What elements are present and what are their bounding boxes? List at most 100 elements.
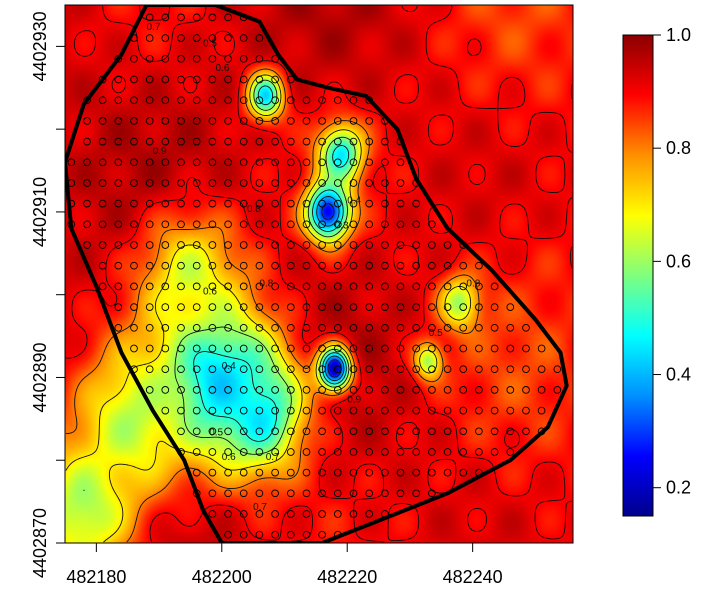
sample-point <box>239 365 248 374</box>
sample-point <box>130 54 138 63</box>
sample-point <box>522 344 530 353</box>
sample-point <box>506 386 515 394</box>
sample-point <box>271 199 279 208</box>
sample-point <box>365 468 374 477</box>
sample-point <box>537 344 546 353</box>
sample-point <box>145 117 154 125</box>
sample-point <box>255 510 264 518</box>
sample-point <box>443 468 452 477</box>
sample-point <box>239 199 248 208</box>
sample-point <box>98 158 107 167</box>
sample-point <box>271 468 279 477</box>
sample-point <box>318 406 326 415</box>
sample-point <box>114 137 123 146</box>
sample-point <box>286 117 295 125</box>
sample-point <box>192 75 201 84</box>
sample-point <box>381 365 389 374</box>
sample-point <box>396 427 405 436</box>
sample-point <box>224 75 232 84</box>
sample-point <box>271 427 279 436</box>
sample-point <box>98 137 107 146</box>
sample-point <box>412 199 421 208</box>
x-tick-label: 482200 <box>192 567 252 587</box>
sample-point <box>114 220 123 229</box>
sample-point <box>83 117 91 125</box>
sample-point <box>506 323 515 332</box>
sample-point <box>286 468 295 477</box>
contour-line <box>193 85 350 442</box>
sample-point <box>224 13 232 22</box>
contour-label: 0.7 <box>266 452 280 463</box>
sample-point <box>381 303 389 311</box>
sample-point <box>412 386 421 394</box>
sample-point <box>349 96 358 105</box>
sample-point <box>239 510 248 518</box>
sample-point <box>161 365 170 374</box>
sample-point <box>161 386 170 394</box>
sample-point <box>192 199 201 208</box>
sample-point <box>98 75 107 84</box>
sample-point <box>177 158 185 167</box>
sample-point <box>192 137 201 146</box>
sample-point <box>318 448 326 456</box>
sample-point <box>318 261 326 270</box>
sample-point <box>83 137 91 146</box>
sample-point <box>522 406 530 415</box>
contour-label: 0.8 <box>247 204 261 215</box>
sample-point <box>145 158 154 167</box>
sample-point <box>412 220 421 229</box>
sample-point <box>349 199 358 208</box>
sample-point <box>365 386 374 394</box>
sample-point <box>177 303 185 311</box>
contour-label: 0.4 <box>347 196 361 207</box>
sample-point <box>396 220 405 229</box>
sample-point <box>349 158 358 167</box>
sample-point <box>302 117 311 125</box>
contour-label: 0.9 <box>347 394 361 405</box>
sample-point <box>239 282 248 291</box>
sample-point <box>98 241 107 249</box>
sample-point <box>365 158 374 167</box>
sample-point <box>396 365 405 374</box>
sample-point <box>271 54 279 63</box>
sample-point <box>145 282 154 291</box>
sample-point <box>114 282 123 291</box>
sample-point <box>522 365 530 374</box>
sample-point <box>224 96 232 105</box>
sample-point <box>130 303 138 311</box>
sample-point <box>224 489 232 498</box>
x-tick-label: 482220 <box>317 567 377 587</box>
y-axis: 4402870 4402890 4402910 4402930 <box>30 11 65 578</box>
sample-point <box>318 510 326 518</box>
sample-point <box>381 386 389 394</box>
sample-point <box>224 54 232 63</box>
sample-point <box>130 261 138 270</box>
sample-point <box>286 448 295 456</box>
sample-point <box>271 261 279 270</box>
sample-point <box>318 179 326 187</box>
sample-point <box>396 448 405 456</box>
sample-point <box>130 158 138 167</box>
sample-point <box>192 34 201 42</box>
sample-point <box>318 158 326 167</box>
sample-point <box>130 75 138 84</box>
sample-point <box>239 220 248 229</box>
sample-point <box>365 220 374 229</box>
sample-point <box>490 282 499 291</box>
sample-point <box>177 241 185 249</box>
contour-label: 0.5 <box>429 328 443 339</box>
sample-point <box>161 158 170 167</box>
sample-point <box>428 427 436 436</box>
colorbar-tick-label: 1.0 <box>666 25 691 45</box>
sample-point <box>255 427 264 436</box>
sample-point <box>428 323 436 332</box>
sample-point <box>428 406 436 415</box>
sample-point <box>459 323 468 332</box>
sample-point <box>286 282 295 291</box>
sample-point <box>365 344 374 353</box>
sample-point <box>145 137 154 146</box>
sample-point <box>443 323 452 332</box>
colorbar-tick-label: 0.8 <box>666 138 691 158</box>
sample-point <box>537 386 546 394</box>
sample-point <box>396 199 405 208</box>
